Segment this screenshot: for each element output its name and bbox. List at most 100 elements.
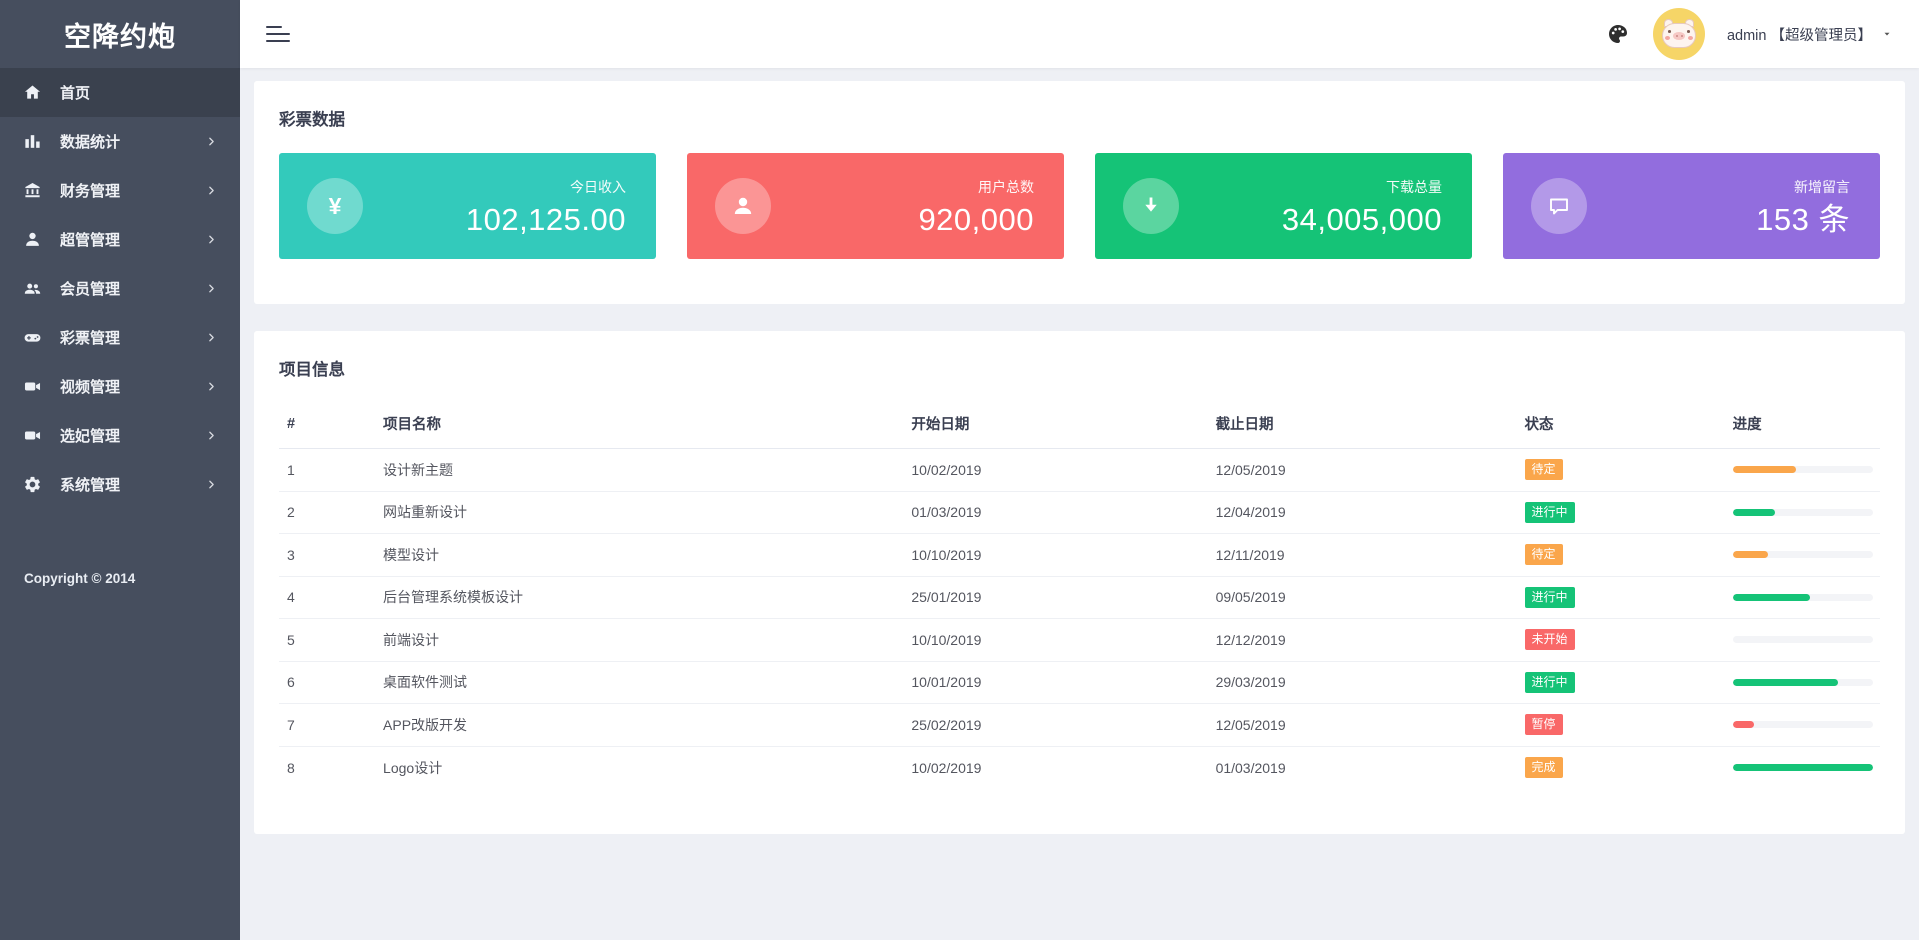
- status-badge: 暂停: [1524, 714, 1563, 736]
- stat-card-label: 今日收入: [570, 179, 626, 195]
- col-header-status: 状态: [1516, 401, 1725, 449]
- sidebar-item[interactable]: 选妃管理: [0, 411, 240, 460]
- progress-bar-fill: [1732, 721, 1754, 729]
- col-header-index: #: [279, 401, 376, 449]
- cell-index: 1: [279, 448, 376, 492]
- comment-icon: [1531, 178, 1587, 234]
- cell-end-date: 12/05/2019: [1207, 703, 1517, 747]
- sidebar-item-label: 首页: [60, 85, 91, 102]
- user-label: admin 【超级管理员】: [1726, 27, 1872, 44]
- sidebar-item[interactable]: 系统管理: [0, 460, 240, 509]
- avatar[interactable]: [1652, 8, 1705, 60]
- table-row: 7 APP改版开发 25/02/2019 12/05/2019 暂停: [279, 703, 1880, 747]
- cell-project-name: Logo设计: [383, 759, 443, 776]
- progress-bar: [1732, 721, 1873, 729]
- stat-card-value: 920,000: [918, 202, 1034, 237]
- cell-project-name: APP改版开发: [375, 703, 904, 747]
- cell-index: 5: [279, 618, 376, 662]
- gamepad-icon: [22, 328, 42, 348]
- cell-index: 2: [279, 491, 376, 534]
- sidebar-item[interactable]: 视频管理: [0, 362, 240, 411]
- user-dropdown[interactable]: admin 【超级管理员】: [1727, 24, 1893, 45]
- col-header-start: 开始日期: [903, 401, 1208, 449]
- cell-project-name: 后台管理系统模板设计: [375, 576, 904, 619]
- cell-start-date: 01/03/2019: [903, 491, 1208, 534]
- sidebar: 空降约炮 首页 数据统计 财务管理 超管管理 会员管理: [0, 0, 240, 940]
- cell-start-date: 10/02/2019: [903, 448, 1208, 492]
- table-row: 8 Logo设计 10/02/2019 01/03/2019 完成: [279, 746, 1880, 789]
- top-header: admin 【超级管理员】: [240, 0, 1919, 68]
- stat-card-label: 用户总数: [978, 179, 1034, 195]
- cell-index: 7: [279, 703, 376, 747]
- sidebar-item[interactable]: 会员管理: [0, 264, 240, 313]
- sidebar-item[interactable]: 超管管理: [0, 215, 240, 264]
- status-badge: 进行中: [1524, 501, 1575, 523]
- home-icon: [22, 83, 42, 103]
- stat-card-value: 34,005,000: [1281, 202, 1442, 237]
- progress-bar: [1732, 636, 1873, 644]
- cell-project-name: 模型设计: [375, 533, 904, 577]
- col-header-progress: 进度: [1724, 401, 1880, 449]
- stat-card-value: 153 条: [1756, 202, 1850, 237]
- sidebar-item[interactable]: 首页: [0, 68, 240, 117]
- cell-end-date: 12/12/2019: [1207, 618, 1517, 662]
- users-icon: [22, 279, 42, 299]
- cell-end-date: 12/05/2019: [1207, 448, 1517, 492]
- cell-start-date: 25/01/2019: [903, 576, 1208, 619]
- caret-down-icon: [1881, 28, 1893, 40]
- stat-card: 下载总量 34,005,000: [1095, 153, 1472, 259]
- cell-end-date: 09/05/2019: [1207, 576, 1517, 619]
- person-icon: [715, 178, 771, 234]
- cell-index: 8: [287, 759, 295, 776]
- chevron-right-icon: [205, 184, 218, 197]
- sidebar-item[interactable]: 彩票管理: [0, 313, 240, 362]
- cell-start-date: 10/10/2019: [903, 533, 1208, 577]
- progress-bar: [1732, 508, 1873, 516]
- sidebar-item-label: 彩票管理: [60, 330, 121, 347]
- sidebar-item-label: 超管管理: [60, 232, 121, 249]
- gear-icon: [22, 475, 42, 495]
- menu-toggle-button[interactable]: [266, 21, 290, 47]
- chevron-right-icon: [205, 380, 218, 393]
- main-column: admin 【超级管理员】 彩票数据 ¥ 今日收入 102,125.00 用户总…: [240, 0, 1919, 940]
- sidebar-item[interactable]: 数据统计: [0, 117, 240, 166]
- cell-index: 4: [279, 576, 376, 619]
- status-badge: 完成: [1524, 756, 1563, 779]
- cell-project-name: 网站重新设计: [375, 491, 904, 534]
- cell-start-date: 10/02/2019: [911, 759, 982, 776]
- cell-end-date: 01/03/2019: [1215, 759, 1286, 776]
- chevron-right-icon: [205, 429, 218, 442]
- status-badge: 未开始: [1524, 629, 1575, 651]
- stat-card: ¥ 今日收入 102,125.00: [279, 153, 656, 259]
- page-content: 彩票数据 ¥ 今日收入 102,125.00 用户总数 920,000 下载总量…: [240, 68, 1919, 940]
- stat-card-label: 下载总量: [1386, 179, 1442, 195]
- chevron-right-icon: [205, 233, 218, 246]
- cell-index: 3: [279, 533, 376, 577]
- table-row: 2 网站重新设计 01/03/2019 12/04/2019 进行中: [279, 491, 1880, 534]
- sidebar-item-label: 视频管理: [60, 379, 121, 396]
- copyright-text: Copyright © 2014: [24, 571, 136, 586]
- stat-card-value: 102,125.00: [465, 202, 626, 237]
- chevron-right-icon: [205, 478, 218, 491]
- video-icon: [22, 377, 42, 397]
- sidebar-item-label: 会员管理: [60, 281, 121, 298]
- cell-start-date: 25/02/2019: [903, 703, 1208, 747]
- progress-bar: [1732, 593, 1873, 601]
- app-title: 空降约炮: [64, 21, 176, 52]
- status-badge: 待定: [1524, 459, 1563, 481]
- progress-bar: [1732, 466, 1873, 474]
- chart-bar-icon: [22, 132, 42, 152]
- sidebar-item-label: 数据统计: [60, 134, 121, 151]
- sidebar-item[interactable]: 财务管理: [0, 166, 240, 215]
- theme-palette-icon[interactable]: [1605, 21, 1631, 47]
- stat-card: 用户总数 920,000: [687, 153, 1064, 259]
- progress-bar: [1732, 764, 1873, 771]
- status-badge: 进行中: [1524, 586, 1575, 608]
- progress-bar: [1732, 678, 1873, 686]
- table-row: 4 后台管理系统模板设计 25/01/2019 09/05/2019 进行中: [279, 576, 1880, 619]
- table-row: 5 前端设计 10/10/2019 12/12/2019 未开始: [279, 618, 1880, 662]
- stat-card-label: 新增留言: [1794, 179, 1850, 195]
- table-row: 1 设计新主题 10/02/2019 12/05/2019 待定: [279, 448, 1880, 492]
- cell-project-name: 桌面软件测试: [375, 661, 904, 704]
- cell-project-name: 前端设计: [375, 618, 904, 662]
